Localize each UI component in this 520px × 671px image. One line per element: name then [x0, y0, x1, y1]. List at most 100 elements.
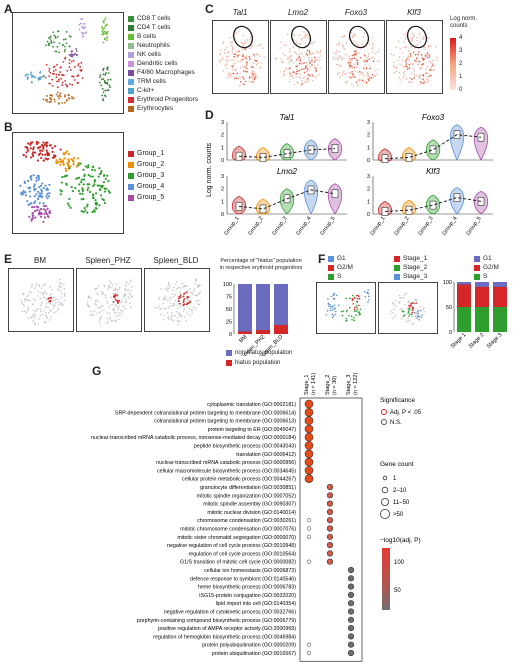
feature-point-low [335, 43, 338, 46]
legend-a-swatch [128, 105, 134, 112]
feature-point-low [405, 32, 408, 35]
group-4-point [33, 183, 36, 186]
umap-e-title: Spleen_BLD [153, 256, 199, 265]
genecount-marker [379, 508, 390, 519]
group-5-point [40, 212, 43, 216]
feature-point-low [412, 67, 414, 70]
feature-point-low [411, 32, 414, 35]
feature-point-low [286, 58, 289, 60]
feature-point-low [317, 64, 319, 66]
bar-f-y-tick: 50 [446, 305, 452, 311]
feature-point-low [282, 61, 284, 64]
feature-point-low [230, 44, 233, 47]
feature-point-high [255, 60, 258, 62]
umap-f-s-point [353, 319, 356, 322]
feature-point-low [378, 60, 381, 63]
umap-f-stage1-point [412, 306, 414, 308]
feature-plot-frame [270, 20, 327, 94]
umap-f-g1-point [327, 305, 330, 307]
umap-f-g1-point [327, 298, 329, 300]
go-dot [347, 600, 355, 607]
violin-y-tick: 1 [367, 199, 370, 205]
group-5-point [33, 205, 36, 209]
erythrocyte-point [48, 101, 51, 103]
cd8-t-cell-point [54, 35, 57, 38]
group-2-point [64, 151, 67, 155]
cd4-t-cell-point [102, 67, 105, 70]
group-3-point [89, 175, 92, 178]
umap-e-background-point [25, 311, 28, 314]
umap-e-background-point [93, 310, 96, 312]
legend-a-label: CD4 T cells [137, 24, 171, 31]
feature-point-low [413, 74, 416, 77]
group-3-point [59, 189, 62, 192]
feature-point-high [237, 54, 240, 57]
feature-point-low [232, 63, 235, 65]
feature-point-low [415, 44, 417, 46]
feature-point-low [395, 70, 397, 73]
feature-point-low [410, 37, 412, 40]
umap-e-background-point [173, 319, 175, 322]
umap-e-background-point [118, 304, 121, 307]
legend-a-swatch [128, 87, 134, 94]
feature-point-low [300, 53, 303, 55]
erythroid-progenitor-point [72, 59, 75, 62]
dotplot-column-name: Stage_1 [304, 375, 310, 396]
umap-f-g2m-point [354, 306, 356, 309]
group-2-point [62, 161, 65, 164]
umap-e-background-point [128, 292, 131, 294]
umap-f-s-point [342, 310, 345, 312]
feature-point-low [405, 77, 408, 80]
feature-point-high [349, 64, 352, 67]
umap-e-background-point [58, 304, 61, 306]
feature-point-low [287, 68, 289, 71]
group-3-point [65, 183, 68, 186]
b-cell-point [102, 20, 105, 23]
feature-point-high [312, 75, 314, 77]
feature-point-high [306, 54, 309, 56]
feature-point-low [393, 61, 395, 64]
group-5-point [42, 208, 45, 211]
feature-point-low [333, 51, 335, 54]
group-1-point [37, 146, 40, 149]
feature-point-low [314, 58, 316, 61]
umap-f-background-point [408, 300, 411, 302]
erythroid-progenitor-point [51, 78, 54, 81]
erythroid-progenitor-point [56, 80, 58, 83]
cd4-t-cell-point [109, 86, 112, 89]
feature-point-low [422, 38, 425, 40]
feature-point-high [305, 65, 307, 67]
feature-point-high [307, 68, 309, 70]
umap-e-hiatus-point [116, 300, 119, 302]
erythrocyte-point [59, 95, 62, 98]
feature-point-low [426, 65, 429, 68]
umap-e-background-point [40, 304, 42, 307]
feature-point-low [368, 52, 370, 55]
umap-e-background-point [171, 305, 174, 307]
feature-point-high [311, 60, 313, 62]
umap-e-background-point [183, 308, 185, 310]
umap-f-stage3-point [418, 318, 421, 321]
feature-point-low [234, 69, 237, 72]
go-dot [326, 533, 334, 540]
feature-point-high [245, 57, 248, 59]
legend-e: non-hiatus population hiatus population [226, 348, 292, 368]
umap-e-background-point [124, 288, 127, 290]
legend-f: G1 G2/M S Stage_1 Stage_2 Stage_3 G1 G2/M S [328, 254, 518, 284]
umap-e-background-point [30, 291, 33, 294]
umap-e-background-point [168, 318, 170, 321]
feature-point-high [290, 59, 293, 62]
umap-e-background-point [49, 308, 52, 311]
umap-e-background-point [181, 282, 184, 285]
umap-e-background-point [88, 305, 91, 308]
feature-point-low [352, 75, 355, 77]
umap-e-background-point [157, 307, 160, 310]
umap-e-background-point [28, 290, 31, 293]
umap-f-stage2-point [407, 310, 410, 312]
umap-e-background-point [53, 312, 55, 314]
group-1-point [35, 140, 38, 144]
c-kit-point [29, 73, 32, 76]
genecount-item: 1 [393, 476, 397, 482]
group-4-point [36, 190, 40, 193]
umap-f-background-point [407, 301, 409, 303]
